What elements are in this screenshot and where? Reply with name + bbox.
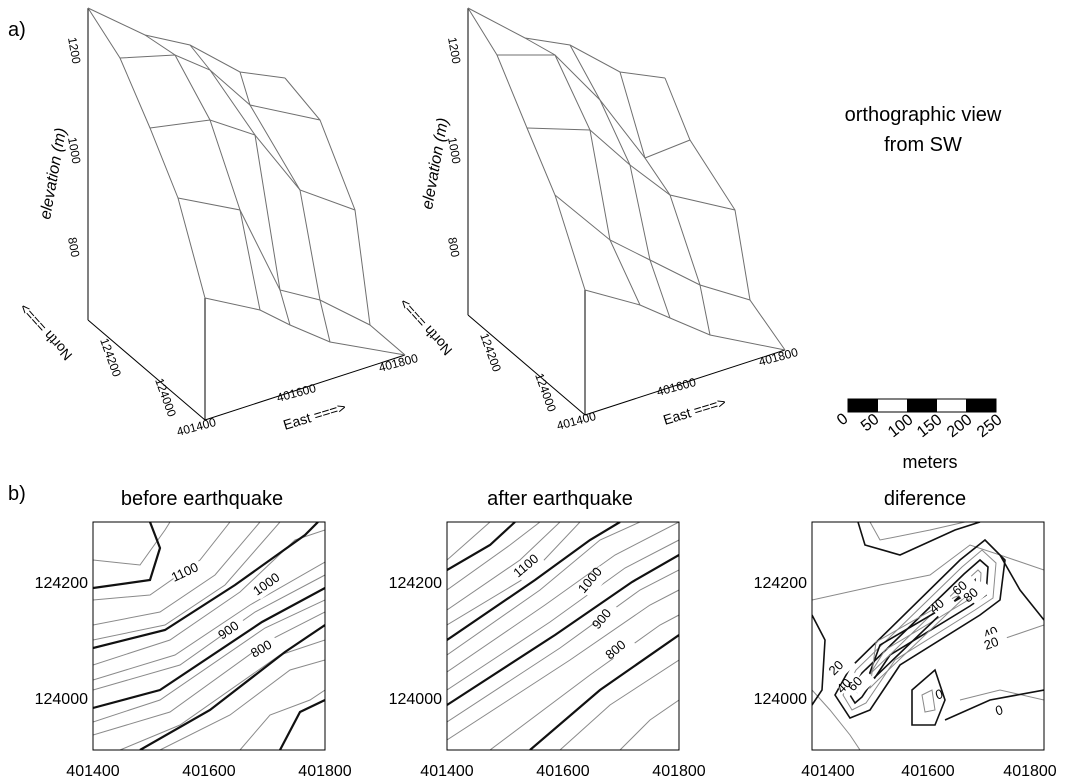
contour-map-after: after earthquake 1100 1000 900 8 <box>389 488 706 780</box>
panel-b-label: b) <box>8 483 26 505</box>
mesh-col <box>87 7 206 299</box>
map-title: before earthquake <box>121 488 283 510</box>
mesh-col <box>144 34 261 311</box>
mesh-row <box>584 289 786 351</box>
contour-map-difference: diference 40 60 <box>754 488 1057 780</box>
scale-tick: 200 <box>944 411 976 441</box>
north-tick: 124200 <box>477 331 504 374</box>
mesh-row <box>497 54 691 159</box>
x-tick: 401400 <box>801 763 854 780</box>
east-axis-label: East ===> <box>281 399 347 433</box>
y-tick: 124200 <box>754 575 807 592</box>
panel-a-label: a) <box>8 19 26 41</box>
x-tick: 401600 <box>182 763 235 780</box>
terrain-block-before: 1200 1000 800 elevation (m) 124200 12400… <box>16 7 420 439</box>
scale-tick: 50 <box>858 411 883 435</box>
x-tick: 401400 <box>66 763 119 780</box>
z-tick: 1000 <box>445 136 463 165</box>
view-note-line2: from SW <box>884 134 962 156</box>
mesh-row <box>87 7 286 79</box>
view-note-line1: orthographic view <box>845 104 1002 126</box>
contour-label: 1100 <box>169 559 201 584</box>
x-tick: 401800 <box>1003 763 1056 780</box>
x-tick: 401600 <box>536 763 589 780</box>
y-tick: 124200 <box>389 575 442 592</box>
z-tick: 800 <box>445 236 462 258</box>
mesh-col <box>569 44 671 319</box>
east-tick: 401600 <box>655 375 698 399</box>
mesh-col <box>284 77 406 356</box>
scale-tick: 250 <box>974 411 1006 441</box>
contour-map-before: before earthquake 1100 1 <box>35 488 352 780</box>
mesh-col <box>524 37 641 306</box>
x-tick: 401400 <box>420 763 473 780</box>
mesh-row <box>554 194 751 301</box>
z-tick: 800 <box>65 236 82 258</box>
map-title: after earthquake <box>487 488 633 510</box>
north-axis-line <box>467 314 586 416</box>
scale-bar-segment <box>848 399 878 412</box>
east-axis-line <box>584 349 786 416</box>
map-frame <box>92 521 326 751</box>
east-tick: 401400 <box>175 415 218 439</box>
z-tick: 1200 <box>445 36 463 65</box>
x-tick: 401800 <box>652 763 705 780</box>
east-tick: 401600 <box>275 381 318 405</box>
east-tick: 401800 <box>377 351 420 375</box>
x-tick: 401600 <box>901 763 954 780</box>
y-tick: 124200 <box>35 575 88 592</box>
mesh-row <box>119 54 321 121</box>
mesh-row <box>149 119 356 211</box>
mesh-row <box>177 197 371 326</box>
x-tick: 401800 <box>298 763 351 780</box>
scale-tick: 150 <box>914 411 946 441</box>
mesh-row <box>467 7 666 79</box>
z-tick: 1200 <box>65 36 83 65</box>
north-axis-label: North ===> <box>16 300 75 363</box>
scale-bar-segment <box>966 399 996 412</box>
north-tick: 124200 <box>97 336 124 379</box>
mesh-col <box>467 7 586 291</box>
north-tick: 124000 <box>152 376 179 419</box>
east-tick: 401400 <box>555 409 598 433</box>
z-axis-label: elevation (m) <box>37 127 70 221</box>
east-axis-line <box>204 354 406 421</box>
y-tick: 124000 <box>754 691 807 708</box>
map-title: diference <box>884 488 966 510</box>
mesh-col <box>189 44 291 326</box>
scale-unit: meters <box>902 452 957 472</box>
mesh-col <box>619 71 711 336</box>
mesh-row <box>204 297 406 356</box>
scale-bar: 0 50 100 150 200 250 meters <box>834 398 1006 472</box>
map-frame <box>446 521 680 751</box>
contour-label: 20 <box>982 634 1001 653</box>
z-tick: 1000 <box>65 136 83 165</box>
y-tick: 124000 <box>389 691 442 708</box>
north-axis-line <box>87 319 206 421</box>
scale-tick: 0 <box>834 410 852 429</box>
mesh-col <box>664 77 786 351</box>
mesh-col <box>239 71 331 343</box>
y-tick: 124000 <box>35 691 88 708</box>
contour-label: 0 <box>992 702 1006 719</box>
terrain-block-after: 1200 1000 800 elevation (m) 124200 12400… <box>396 7 800 433</box>
north-axis-label: North ===> <box>396 295 455 358</box>
east-axis-label: East ===> <box>661 394 727 428</box>
north-tick: 124000 <box>532 371 559 414</box>
scale-tick: 100 <box>885 411 917 441</box>
map-frame <box>811 521 1045 751</box>
scale-bar-segment <box>907 399 937 412</box>
z-axis-label: elevation (m) <box>419 117 452 211</box>
